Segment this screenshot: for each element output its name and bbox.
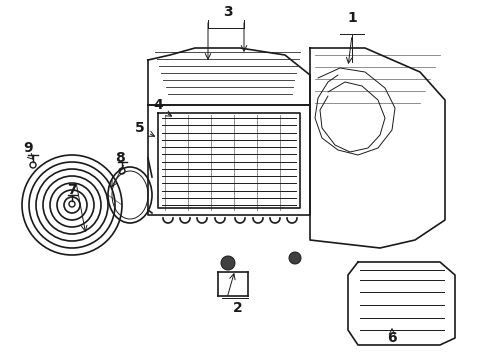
Polygon shape [348, 262, 455, 345]
Polygon shape [310, 48, 445, 248]
Text: 9: 9 [23, 141, 33, 155]
Circle shape [221, 256, 235, 270]
Text: 5: 5 [135, 121, 145, 135]
Polygon shape [148, 48, 310, 105]
Text: 7: 7 [67, 183, 77, 197]
Text: 3: 3 [223, 5, 233, 19]
Polygon shape [148, 105, 310, 215]
Text: 2: 2 [233, 301, 243, 315]
Text: 6: 6 [387, 331, 397, 345]
Text: 4: 4 [153, 98, 163, 112]
Text: 1: 1 [347, 11, 357, 25]
Circle shape [289, 252, 301, 264]
Text: 8: 8 [115, 151, 125, 165]
